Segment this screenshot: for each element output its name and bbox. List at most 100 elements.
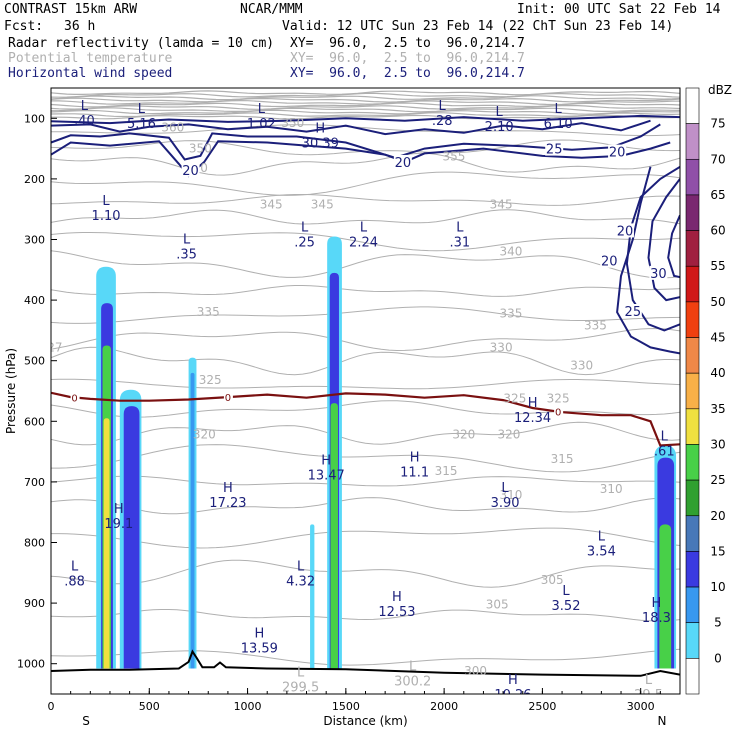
- theta-contour: [51, 475, 680, 487]
- wind-label-bg: [181, 162, 200, 177]
- reflectivity-fill: [96, 236, 677, 669]
- extremum-letter: H: [652, 596, 662, 611]
- extremum-letter: H: [508, 673, 518, 688]
- extremum-letter: L: [562, 584, 570, 599]
- x-tick-label: 2500: [528, 700, 556, 713]
- x-tick-label: 1500: [332, 700, 360, 713]
- theta-label: 315: [435, 464, 458, 478]
- field-reflectivity-name: Radar reflectivity (lamda = 10 cm): [8, 36, 275, 51]
- org-label: NCAR/MMM: [240, 2, 303, 17]
- extremum-letter: L: [138, 102, 146, 117]
- wind-label-bg: [608, 144, 627, 159]
- freezing-label-bg: [70, 391, 80, 403]
- reflectivity-column: [310, 524, 315, 669]
- theta-contour: [51, 124, 680, 137]
- extremum-letter: L: [555, 102, 563, 117]
- freezing-line: [51, 391, 680, 447]
- field-reflectivity-xy: XY= 96.0, 2.5 to 96.0,214.7: [290, 36, 525, 51]
- colorbar-segment: [685, 301, 700, 338]
- wind-label-bg: [393, 154, 412, 169]
- freezing-level: 0 0 0: [51, 391, 680, 447]
- valid-time: Valid: 12 UTC Sun 23 Feb 14 (22 ChT Sun …: [282, 19, 674, 34]
- wind-contour: [667, 214, 680, 279]
- extremum-value: 3.54: [587, 544, 616, 559]
- extremum-value: 19.1: [104, 517, 133, 532]
- colorbar-label: 15: [710, 544, 725, 558]
- colorbar-segment: [685, 265, 700, 303]
- terrain: [51, 649, 680, 677]
- wind-contour: [51, 123, 661, 161]
- colorbar-label: 45: [710, 331, 725, 345]
- extremum-letter: L: [102, 194, 110, 209]
- extremum-value: 4.32: [286, 575, 315, 590]
- theta-contour: [51, 232, 680, 252]
- extremum-letter: H: [114, 502, 124, 517]
- theta-label: 360: [161, 120, 184, 134]
- wind-label: 20: [182, 164, 199, 179]
- extremum-letter: L: [598, 529, 606, 544]
- colorbar-segment: [685, 408, 700, 445]
- wind-contour: [625, 165, 680, 332]
- extremum-value: 1.10: [92, 209, 121, 224]
- theta-label: 335: [500, 306, 523, 320]
- colorbar-label: 50: [710, 295, 725, 309]
- colorbar-segment: [685, 372, 700, 410]
- axes: 0 500 1000 1500 2000 2500 30001002003004005006…: [4, 112, 666, 728]
- colorbar-label: 25: [710, 473, 725, 487]
- x-tick-label: 0: [48, 700, 55, 713]
- theta-contour: [51, 400, 680, 418]
- contour-labels: 3603503503553503453453453403353353353303…: [51, 99, 675, 694]
- plot-frame: [50, 87, 681, 695]
- colorbar-label: 20: [710, 509, 725, 523]
- wind-label: 20: [609, 146, 626, 161]
- wind-label: 20: [617, 224, 634, 239]
- theta-label: 320: [452, 428, 475, 442]
- y-tick-label: 500: [24, 355, 45, 368]
- theta-label: 340: [500, 245, 523, 259]
- theta-label: 345: [490, 197, 513, 211]
- wind-contour: [51, 119, 651, 136]
- freezing-label: 0: [225, 393, 231, 404]
- theta-contour: [51, 327, 680, 352]
- wind-label-bg: [600, 253, 619, 268]
- theta-contour: [51, 194, 680, 206]
- wind-label-bg: [649, 265, 668, 280]
- theta-label: 355: [443, 149, 466, 163]
- extremum-value: 18.3: [642, 611, 671, 626]
- reflectivity-column: [123, 406, 140, 669]
- theta-label: 325: [199, 373, 222, 387]
- extremum-letter: H: [254, 626, 264, 641]
- wind-label-bg: [615, 223, 634, 238]
- field-wind-xy: XY= 96.0, 2.5 to 96.0,214.7: [290, 66, 525, 81]
- wind-label-bg: [545, 141, 564, 156]
- y-tick-label: 200: [24, 173, 45, 186]
- y-tick-label: 900: [24, 597, 45, 610]
- colorbar-label: 5: [714, 616, 722, 630]
- theta-label: 310: [500, 488, 523, 502]
- y-tick-label: 100: [24, 112, 45, 125]
- theta-label: 310: [600, 482, 623, 496]
- theta-contours: [51, 90, 680, 666]
- colorbar-label: 30: [710, 437, 725, 451]
- theta-contour: [51, 95, 680, 101]
- extremum-letter: L: [501, 481, 509, 496]
- theta-contour: [51, 285, 680, 297]
- wind-contour: [51, 140, 671, 178]
- theta-contour: [51, 171, 680, 196]
- y-tick-label: 400: [24, 294, 45, 307]
- colorbar-segment: [685, 551, 700, 588]
- extremum-letter: L: [439, 99, 447, 114]
- wind-label-bg: [623, 304, 642, 319]
- extremum-value: 12.53: [378, 605, 415, 620]
- theta-contour: [51, 421, 680, 446]
- colorbar-label: 60: [710, 224, 725, 238]
- y-tick-label: 1000: [17, 658, 45, 671]
- extremum-value: 2.24: [349, 235, 378, 250]
- wind-contour: [647, 178, 680, 302]
- x-tick-label: 2000: [430, 700, 458, 713]
- colorbar-segment: [685, 158, 700, 196]
- extremum-letter: L: [183, 232, 191, 247]
- reflectivity-column: [190, 372, 195, 669]
- colorbar-label: 65: [710, 188, 725, 202]
- wind-label: 20: [395, 156, 412, 171]
